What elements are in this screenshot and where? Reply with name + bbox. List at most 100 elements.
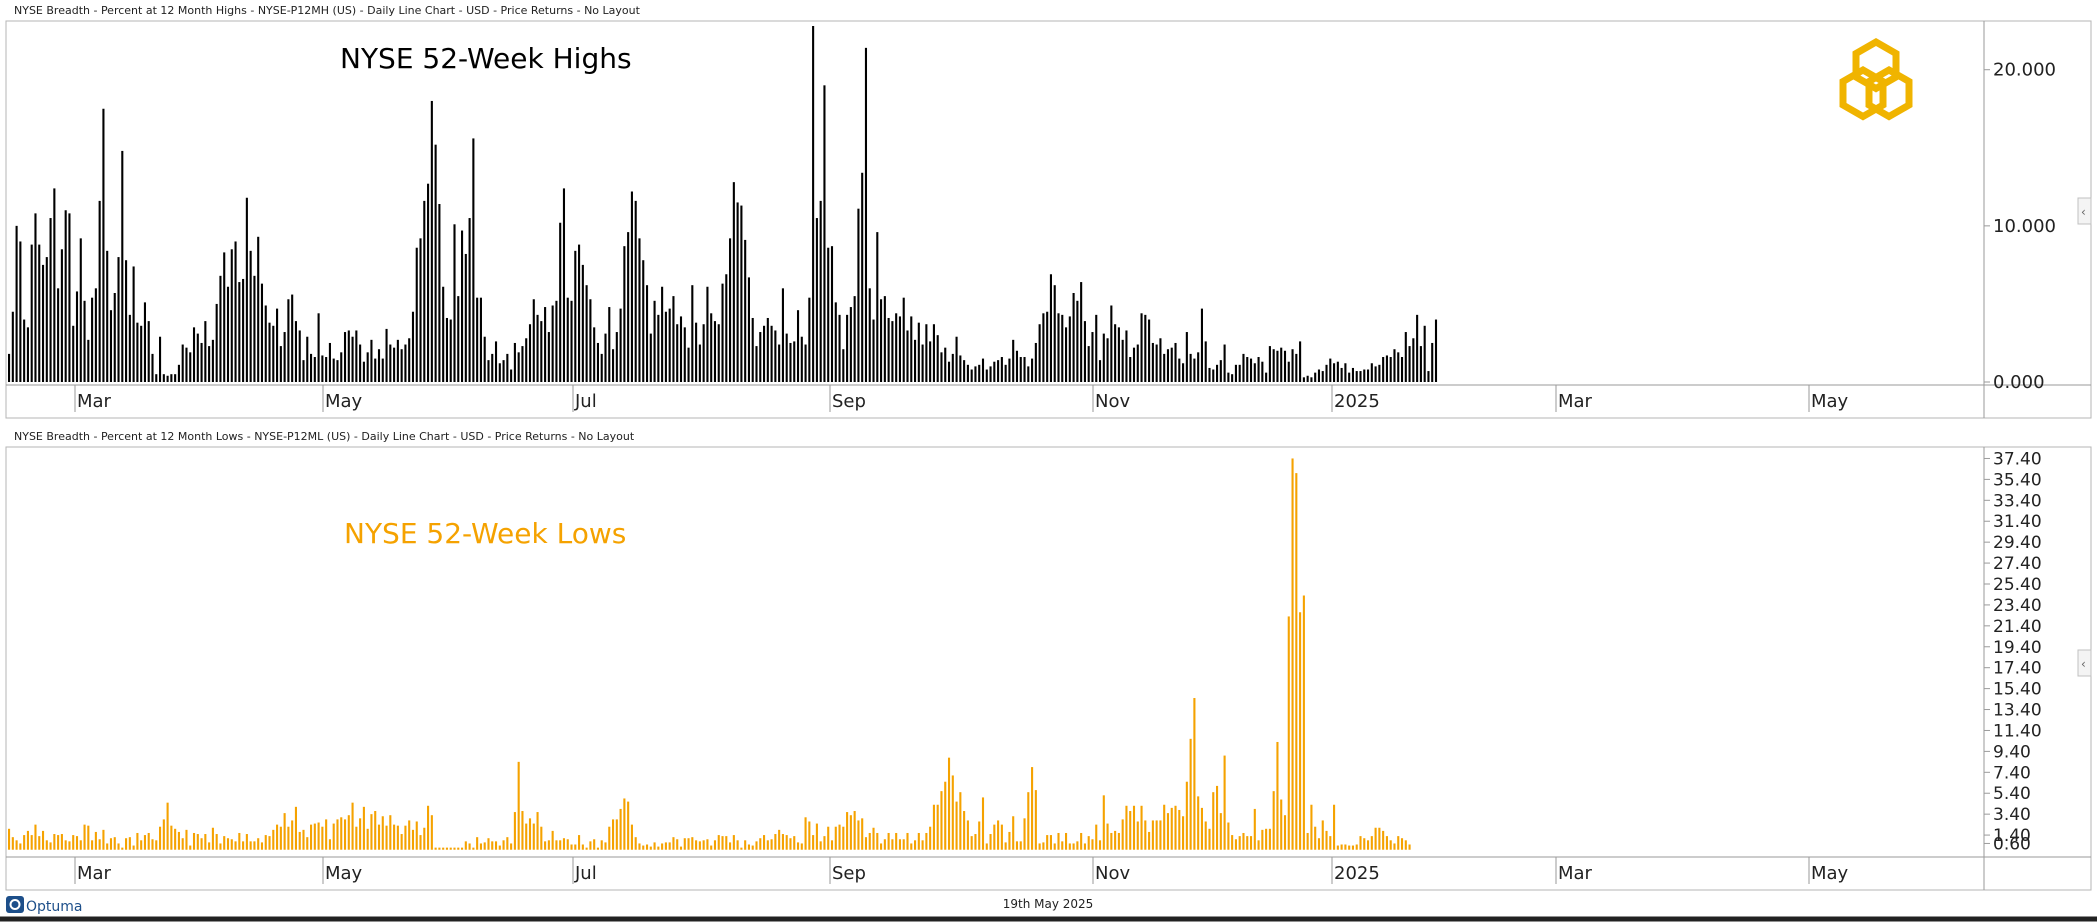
bar <box>279 346 282 382</box>
bar <box>804 344 807 382</box>
bar <box>355 826 358 850</box>
bar <box>366 828 369 850</box>
x-tick-label: Nov <box>1095 391 1130 412</box>
bar <box>1057 832 1060 850</box>
bar <box>1102 795 1105 850</box>
bar <box>1419 346 1422 382</box>
bar <box>223 252 226 382</box>
bar <box>683 327 686 382</box>
bar <box>932 324 935 382</box>
bar <box>159 336 162 382</box>
bar <box>593 839 596 850</box>
bar <box>1027 792 1030 850</box>
bar <box>766 840 769 850</box>
bar <box>785 333 788 382</box>
bar <box>536 314 539 382</box>
bar <box>1114 830 1117 850</box>
bar <box>834 302 837 382</box>
bar <box>230 839 233 850</box>
bar <box>849 815 852 850</box>
bar <box>464 841 467 850</box>
bar <box>1397 836 1400 850</box>
bar <box>389 344 392 382</box>
bar <box>978 364 981 382</box>
bar <box>755 841 758 850</box>
bar <box>1276 741 1279 850</box>
bar <box>336 360 339 382</box>
bar <box>162 819 165 850</box>
bar <box>1272 791 1275 850</box>
bar <box>1299 612 1302 850</box>
bar <box>917 832 920 850</box>
optuma-brand[interactable]: Optuma <box>6 896 83 915</box>
bar <box>321 826 324 850</box>
bar <box>608 307 611 382</box>
bar <box>880 299 883 382</box>
bar <box>736 202 739 382</box>
x-tick-label: Nov <box>1095 863 1130 884</box>
bar <box>1008 831 1011 850</box>
bar <box>502 360 505 382</box>
bar <box>1117 327 1120 382</box>
bar <box>936 804 939 850</box>
bar <box>23 319 26 382</box>
bar <box>491 841 494 850</box>
bar <box>706 839 709 850</box>
bar <box>600 840 603 850</box>
bar <box>102 829 105 850</box>
bar <box>695 840 698 850</box>
bar <box>325 357 328 382</box>
bar <box>808 821 811 850</box>
bar <box>834 826 837 850</box>
bar <box>1178 358 1181 382</box>
bar <box>238 282 241 382</box>
bar <box>661 843 664 850</box>
collapse-handle-bottom[interactable]: ‹ <box>2077 649 2092 677</box>
bar <box>1249 836 1253 850</box>
collapse-handle-top[interactable]: ‹ <box>2077 197 2092 225</box>
bar <box>978 821 981 850</box>
bar <box>914 339 917 382</box>
bar <box>155 840 158 850</box>
highs-bar-series <box>8 26 1438 383</box>
bar <box>317 822 320 850</box>
bar <box>872 319 875 382</box>
bar <box>725 274 728 382</box>
bar <box>49 218 52 382</box>
bar <box>1249 358 1253 382</box>
bar <box>506 353 509 382</box>
bar <box>763 325 766 382</box>
bar <box>230 249 233 382</box>
bar <box>34 213 37 382</box>
bar <box>1106 823 1109 850</box>
bar <box>1363 369 1366 382</box>
bar <box>868 832 871 850</box>
bar <box>1423 325 1426 382</box>
bar <box>672 296 675 382</box>
bar <box>287 299 290 382</box>
bar <box>272 325 275 382</box>
y-tick-label: 1.40 <box>1993 826 2031 846</box>
bar <box>1095 314 1098 382</box>
bar <box>668 308 671 382</box>
bar <box>1397 352 1400 382</box>
bar <box>744 239 747 382</box>
bar <box>245 834 248 850</box>
bar <box>1083 843 1086 850</box>
bar <box>208 842 211 850</box>
bar <box>747 844 750 850</box>
bar <box>1166 813 1170 850</box>
bar <box>1351 367 1354 382</box>
bar <box>340 817 343 850</box>
bar <box>310 353 313 382</box>
bar <box>623 246 626 382</box>
bar <box>596 847 599 850</box>
y-tick-label: 31.40 <box>1993 512 2042 532</box>
x-tick-label: Mar <box>77 391 112 412</box>
bar <box>423 827 426 850</box>
bar <box>653 842 656 850</box>
bar <box>1087 836 1090 850</box>
bar <box>1087 346 1090 382</box>
bar <box>1080 282 1083 382</box>
bar <box>374 358 377 382</box>
